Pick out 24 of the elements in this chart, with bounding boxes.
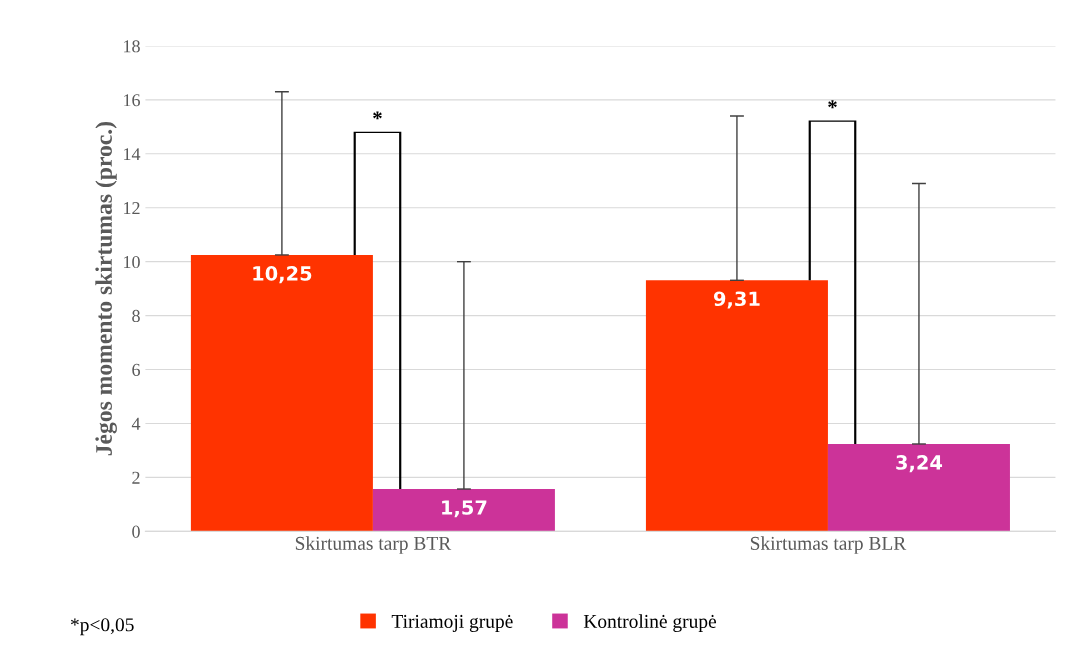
y-tick-label: 14 — [124, 148, 141, 161]
bar — [372, 489, 555, 532]
y-tick-label: 6 — [132, 363, 140, 376]
x-tick-label: Skirtumas tarp BLR — [750, 536, 907, 554]
text: *p<0,05 — [70, 618, 134, 636]
y-tick-label: 8 — [132, 309, 140, 323]
y-tick-label: 12 — [124, 202, 140, 214]
data-label: 10,25 — [253, 266, 312, 284]
y-tick-label: 10 — [124, 255, 140, 269]
legend-label: Kontrolinė grupė — [583, 614, 717, 632]
data-label: 9,31 — [713, 291, 760, 309]
annotation: * — [373, 111, 382, 120]
annotation: * — [828, 100, 837, 109]
y-axis-title: Jėgos momento skirtumas (proc.) — [95, 122, 117, 456]
y-tick-label: 16 — [124, 94, 140, 107]
bar — [827, 443, 1010, 532]
y-tick-label: 2 — [132, 471, 140, 484]
data-label: 1,57 — [442, 500, 487, 518]
legend-label: Tiriamoji grupė — [391, 614, 513, 632]
y-tick-label: 4 — [131, 417, 141, 430]
y-tick-label: 18 — [124, 40, 140, 53]
data-label: 3,24 — [896, 455, 943, 473]
y-tick-label: 0 — [132, 525, 140, 538]
x-tick-label: Skirtumas tarp BTR — [295, 536, 452, 554]
